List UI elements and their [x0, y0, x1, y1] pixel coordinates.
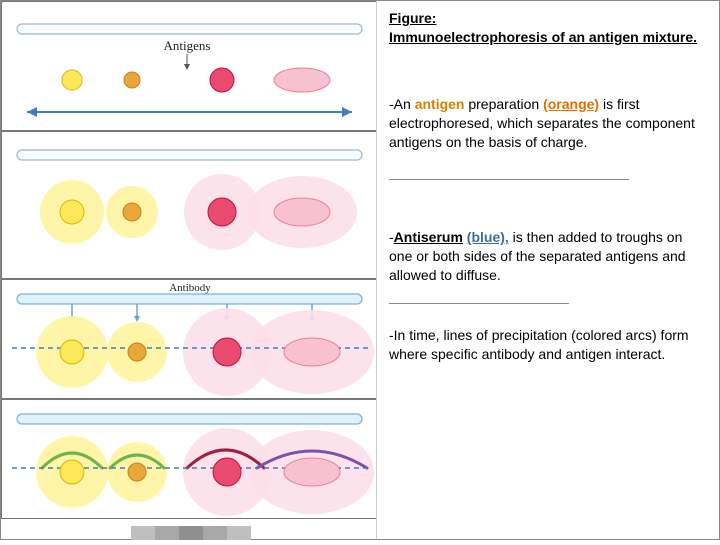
- para2-kw-blue: (blue),: [467, 229, 509, 245]
- figure-title: Figure: Immunoelectrophoresis of an anti…: [389, 9, 707, 47]
- svg-text:Antibody: Antibody: [169, 282, 211, 294]
- para1-mid: preparation: [464, 96, 543, 112]
- para2-kw-antiserum: Antiserum: [394, 229, 463, 245]
- panel-4-precipitation-arcs: [1, 399, 376, 519]
- paragraph-1: -An antigen preparation (orange) is firs…: [389, 95, 707, 152]
- figure-title-sub: Immunoelectrophoresis of an antigen mixt…: [389, 29, 697, 45]
- figure-title-label: Figure:: [389, 10, 436, 26]
- left-column: Antigens Antibody: [1, 1, 376, 539]
- bottom-decorative-strip: [131, 526, 251, 545]
- divider-1: [389, 179, 629, 180]
- para1-kw-antigen: antigen: [415, 96, 465, 112]
- para3-text: -In time, lines of precipitation (colore…: [389, 327, 689, 362]
- para1-kw-orange: (orange): [543, 96, 599, 112]
- panel-1-electrophoresis: Antigens: [1, 1, 376, 131]
- para1-pre: -An: [389, 96, 415, 112]
- paragraph-3: -In time, lines of precipitation (colore…: [389, 326, 707, 364]
- svg-text:Antigens: Antigens: [164, 38, 211, 53]
- panel-2-diffusion-halos: [1, 131, 376, 279]
- page: Antigens Antibody Figure: Immunoelectrop…: [0, 0, 720, 540]
- right-column: Figure: Immunoelectrophoresis of an anti…: [376, 1, 719, 539]
- paragraph-2: -Antiserum (blue), is then added to trou…: [389, 228, 707, 285]
- divider-2: [389, 303, 569, 304]
- panel-3-antiserum-trough: Antibody: [1, 279, 376, 399]
